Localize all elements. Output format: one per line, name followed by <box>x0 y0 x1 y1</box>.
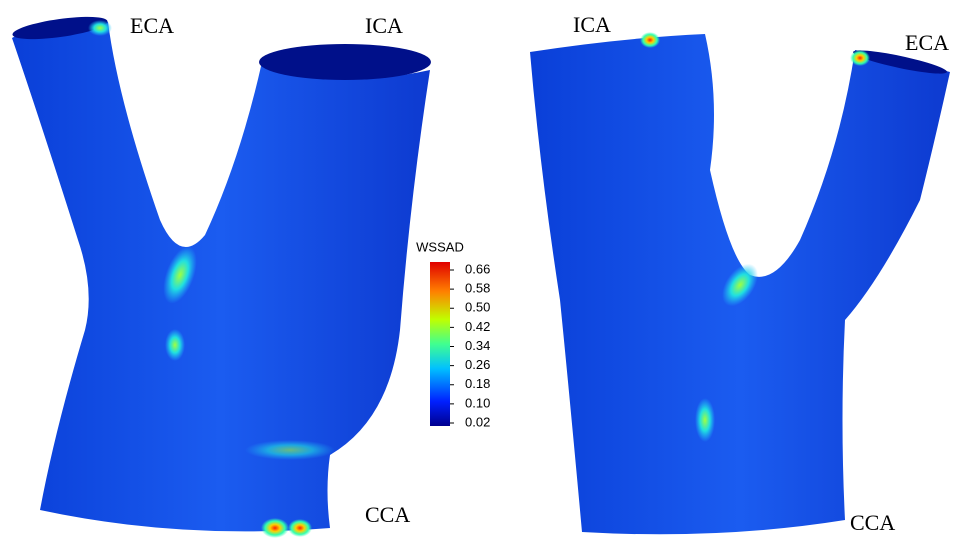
colorbar-tick-label: 0.66 <box>465 261 490 276</box>
eca-label: ECA <box>905 30 949 55</box>
cca-label: CCA <box>365 502 410 527</box>
colorbar-tick-label: 0.42 <box>465 319 490 334</box>
ica-label: ICA <box>365 13 403 38</box>
colorbar-tick-label: 0.58 <box>465 281 490 296</box>
colorbar <box>430 262 450 426</box>
figure: ECA ICA CCA ICA ECA CCA WSSAD 0.66 0.58 0.… <box>0 0 960 539</box>
left-vessel <box>11 12 431 538</box>
colorbar-tick-label: 0.50 <box>465 300 490 315</box>
cca-label: CCA <box>850 510 895 535</box>
eca-label: ECA <box>130 13 174 38</box>
ica-label: ICA <box>573 12 611 37</box>
colorbar-title: WSSAD <box>416 239 464 254</box>
colorbar-tick-label: 0.02 <box>465 414 490 429</box>
colorbar-tick-label: 0.18 <box>465 376 490 391</box>
colorbar-tick-label: 0.10 <box>465 395 490 410</box>
colorbar-tick-label: 0.34 <box>465 338 490 353</box>
colorbar-tick-label: 0.26 <box>465 357 490 372</box>
right-vessel <box>530 32 950 534</box>
